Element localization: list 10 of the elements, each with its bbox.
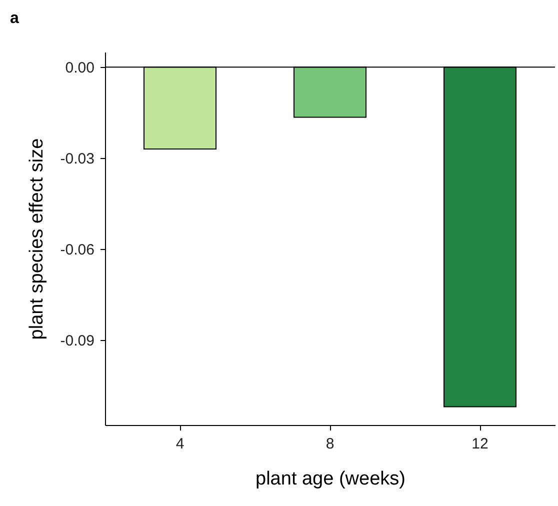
y-tick-label: -0.03 [60,150,94,168]
y-tick-label: -0.06 [60,242,94,259]
x-axis-title: plant age (weeks) [256,468,406,490]
x-tick-label: 4 [176,436,184,452]
x-tick-label: 12 [472,436,488,452]
chart-title: a [10,10,19,27]
y-tick-label: 0.00 [65,60,94,77]
y-tick-label: -0.09 [60,332,94,350]
x-tick-label: 8 [326,436,334,452]
y-axis-title: plant species effect size [26,138,48,340]
